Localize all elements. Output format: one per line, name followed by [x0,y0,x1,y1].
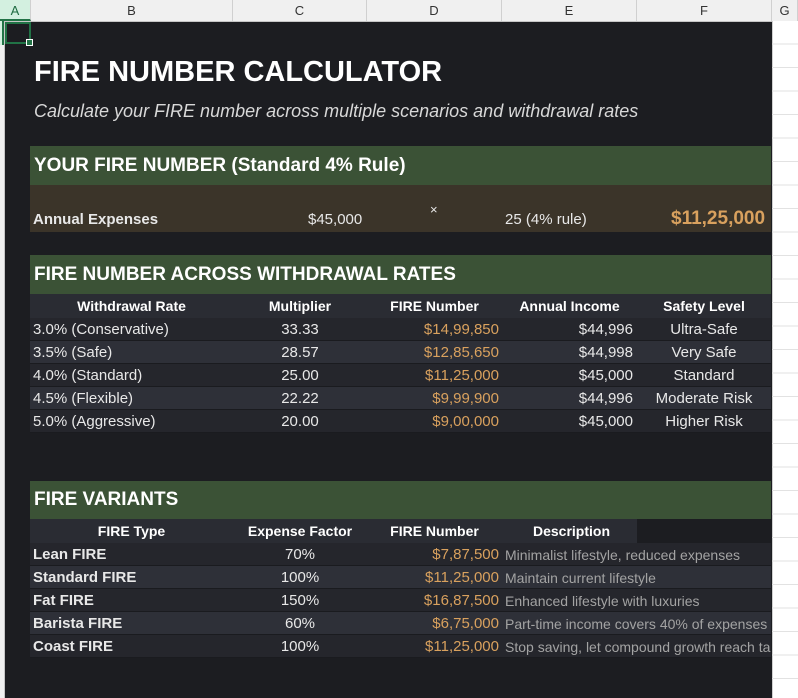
fire-number-cell: $11,25,000 [425,638,499,655]
rate-cell: 5.0% (Aggressive) [33,413,156,430]
variants-col-description: Description [533,523,611,539]
annual-expenses-label: Annual Expenses [33,211,159,228]
column-header-b[interactable]: B [31,0,233,21]
expense-factor-cell: 60% [284,615,316,632]
table-row: 5.0% (Aggressive) 20.00 $9,00,000 $45,00… [30,410,771,433]
rates-col-withdrawal-rate: Withdrawal Rate [77,298,186,314]
table-row: Fat FIRE 150% $16,87,500 Enhanced lifest… [30,589,771,612]
annual-expenses-value[interactable]: $45,000 [308,211,363,228]
table-row: 3.0% (Conservative) 33.33 $14,99,850 $44… [30,318,771,341]
rates-col-safety-level: Safety Level [663,298,745,314]
table-row: 4.0% (Standard) 25.00 $11,25,000 $45,000… [30,364,771,387]
fire-number-cell: $12,85,650 [423,344,499,361]
fire-number-cell: $14,99,850 [423,321,499,338]
rate-cell: 3.5% (Safe) [33,344,113,361]
expense-factor-cell: 70% [284,546,316,563]
safety-level-cell: Higher Risk [665,413,743,430]
column-header-d[interactable]: D [367,0,502,21]
description-cell: Part-time income covers 40% of expenses [505,616,768,632]
row-header-selected[interactable] [0,21,4,45]
multiplier-cell: 20.00 [281,413,319,430]
safety-level-cell: Ultra-Safe [670,321,738,338]
annual-income-cell: $45,000 [578,413,633,430]
section-standard-heading: YOUR FIRE NUMBER (Standard 4% Rule) [30,146,771,185]
table-row: Barista FIRE 60% $6,75,000 Part-time inc… [30,612,771,635]
fire-number-cell: $9,00,000 [432,413,499,430]
column-header-g[interactable]: G [772,0,798,21]
description-cell: Maintain current lifestyle [505,570,656,586]
multiplier-cell: 33.33 [281,321,319,338]
rates-col-fire-number: FIRE Number [390,298,479,314]
safety-level-cell: Moderate Risk [655,390,753,407]
column-header-bar: A B C D E F G [0,0,798,22]
section-rates-heading: FIRE NUMBER ACROSS WITHDRAWAL RATES [30,255,771,294]
column-header-c[interactable]: C [233,0,367,21]
active-cell-a1[interactable] [5,22,33,46]
gridlines [772,21,798,698]
variants-col-fire-number: FIRE Number [390,523,479,539]
column-header-f[interactable]: F [637,0,772,21]
standard-calc-row: Annual Expenses $45,000 × 25 (4% rule) $… [30,185,771,232]
multiplier-value: 25 (4% rule) [505,211,587,228]
fire-type-cell: Lean FIRE [33,546,107,563]
fire-type-cell: Barista FIRE [33,615,123,632]
fire-number-cell: $11,25,000 [425,367,499,384]
rate-cell: 4.5% (Flexible) [33,390,134,407]
variants-table-header: FIRE Type Expense Factor FIRE Number Des… [30,519,637,543]
rates-table-header: Withdrawal Rate Multiplier FIRE Number A… [30,294,771,318]
table-row: 4.5% (Flexible) 22.22 $9,99,900 $44,996 … [30,387,771,410]
fire-type-cell: Coast FIRE [33,638,114,655]
description-cell: Minimalist lifestyle, reduced expenses [505,547,740,563]
fire-number-cell: $11,25,000 [425,569,499,586]
table-row: Lean FIRE 70% $7,87,500 Minimalist lifes… [30,543,771,566]
multiplier-cell: 28.57 [281,344,319,361]
description-cell: Enhanced lifestyle with luxuries [505,593,700,609]
expense-factor-cell: 100% [280,638,320,655]
fire-number-cell: $9,99,900 [432,390,499,407]
section-variants-heading: FIRE VARIANTS [30,481,771,519]
fire-type-cell: Fat FIRE [33,592,94,609]
fire-number-cell: $7,87,500 [432,546,499,563]
page-subtitle: Calculate your FIRE number across multip… [34,101,639,121]
variants-col-expense-factor: Expense Factor [247,523,353,539]
expense-factor-cell: 100% [280,569,320,586]
safety-level-cell: Standard [673,367,735,384]
annual-income-cell: $44,996 [578,390,633,407]
safety-level-cell: Very Safe [671,344,737,361]
expense-factor-cell: 150% [280,592,320,609]
rate-cell: 4.0% (Standard) [33,367,143,384]
rates-col-multiplier: Multiplier [268,298,332,314]
variants-col-fire-type: FIRE Type [97,523,166,539]
times-symbol: × [430,202,438,217]
rates-col-annual-income: Annual Income [519,298,620,314]
table-row: Coast FIRE 100% $11,25,000 Stop saving, … [30,635,771,658]
multiplier-cell: 22.22 [281,390,319,407]
page-title: FIRE NUMBER CALCULATOR [34,56,443,88]
annual-income-cell: $45,000 [578,367,633,384]
fire-number-result: $11,25,000 [671,208,766,229]
description-cell: Stop saving, let compound growth reach t… [505,639,771,655]
column-header-e[interactable]: E [502,0,637,21]
annual-income-cell: $44,996 [578,321,633,338]
table-row: 3.5% (Safe) 28.57 $12,85,650 $44,998 Ver… [30,341,771,364]
table-row: Standard FIRE 100% $11,25,000 Maintain c… [30,566,771,589]
multiplier-cell: 25.00 [281,367,319,384]
row-header-bar [0,21,5,698]
annual-income-cell: $44,998 [578,344,633,361]
rate-cell: 3.0% (Conservative) [33,321,169,338]
fire-number-cell: $6,75,000 [432,615,499,632]
column-header-a[interactable]: A [0,0,31,21]
fire-number-cell: $16,87,500 [423,592,499,609]
fire-type-cell: Standard FIRE [33,569,137,586]
